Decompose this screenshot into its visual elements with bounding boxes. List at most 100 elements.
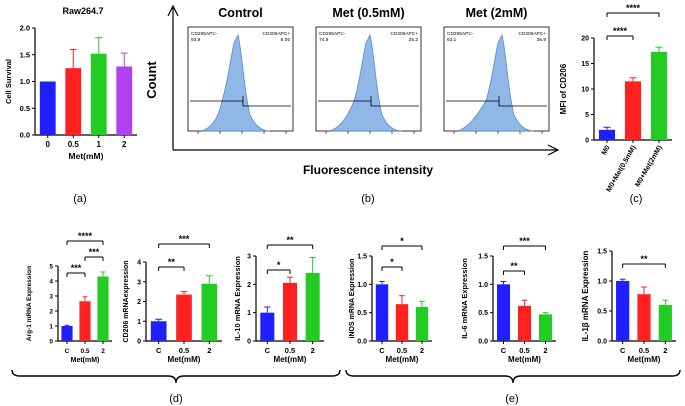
y-tick-label: 10: [581, 87, 589, 94]
histogram-title: Control: [218, 6, 262, 20]
y-tick-label: 4: [49, 279, 53, 286]
gate-pos-value: 36.9: [537, 37, 547, 43]
x-tick-label: 2: [122, 140, 127, 149]
x-tick-label: 0.5: [68, 140, 80, 149]
x-axis-label: Met(mM): [508, 355, 541, 364]
gate-neg-value: 63.1: [447, 37, 457, 43]
sig-label: ****: [626, 3, 641, 13]
x-axis-label: Met(mM): [274, 355, 307, 364]
gate-neg-label: CD206APC-: [191, 31, 218, 37]
gate-pos-value: 25.2: [409, 37, 419, 43]
y-tick-label: 0: [585, 138, 589, 145]
y-tick-label: 1: [137, 319, 141, 326]
x-tick-label: 2: [207, 346, 211, 355]
bar: [624, 81, 642, 140]
y-tick-label: 2: [137, 299, 141, 306]
x-tick-label: 0.5: [80, 348, 89, 355]
x-axis-label: Met(mM): [69, 151, 104, 161]
y-tick-label: 0.0: [478, 339, 488, 346]
gate-neg-value: 74.8: [319, 37, 329, 43]
bar: [496, 284, 511, 341]
bar: [658, 305, 672, 341]
group-brace-d: [11, 369, 341, 384]
bar: [538, 314, 553, 341]
y-axis-label: Arg-1 mRNA Expression: [26, 266, 33, 341]
x-tick-label: 2: [101, 348, 105, 355]
x-tick-label: 0.5: [285, 346, 295, 355]
y-tick-label: 3: [49, 294, 53, 301]
gate-neg-label: CD206APC-: [447, 31, 474, 37]
y-axis-label: MFI of CD206: [559, 63, 568, 114]
y-axis-label: Cell Survival: [4, 59, 13, 104]
x-tick-label: C: [379, 346, 385, 355]
y-axis-label: CD206 mRNAexpression: [123, 260, 130, 342]
y-tick-label: 1.5: [597, 249, 607, 256]
y-tick-label: 0.0: [357, 339, 367, 346]
sig-label: **: [286, 235, 294, 245]
bar: [598, 129, 616, 140]
b-y-arrow: [167, 4, 179, 17]
x-tick-label: 0.5: [179, 346, 189, 355]
x-tick-label: 0.5: [639, 346, 649, 355]
bar: [116, 66, 133, 135]
y-axis-label: iNOS mRNA Expression: [349, 259, 356, 339]
x-tick-label: C: [265, 346, 271, 355]
x-axis-label: Met(mM): [628, 355, 661, 364]
sig-label: **: [510, 261, 518, 271]
bar: [395, 304, 409, 341]
y-tick-label: 0.0: [20, 131, 30, 140]
bar: [61, 326, 73, 341]
y-tick-label: 1.0: [597, 279, 607, 286]
x-tick-label: 0: [46, 140, 51, 149]
bar: [39, 81, 56, 135]
x-tick-label: 2: [311, 346, 315, 355]
x-axis-label: Met(mM): [386, 355, 419, 364]
x-tick-label: M0+Met(2mM): [634, 145, 663, 189]
x-tick-label: 0.5: [397, 346, 407, 355]
x-tick-label: 1: [97, 140, 102, 149]
gate-neg-value: 93.9: [191, 37, 201, 43]
y-tick-label: 0.5: [597, 309, 607, 316]
y-tick-label: 1.0: [357, 282, 367, 289]
y-axis-label: IL-1β mRNA Expression: [581, 250, 590, 341]
y-tick-label: 1.5: [20, 50, 30, 59]
y-tick-label: 20: [581, 36, 589, 43]
sig-label: ****: [78, 231, 93, 241]
bar: [150, 321, 167, 341]
x-tick-label: M0+Met(0.5mM): [606, 145, 638, 194]
y-tick-label: 5: [49, 264, 53, 271]
histogram-curve: [457, 33, 535, 132]
y-tick-label: 15: [581, 61, 589, 68]
gate-pos-label: CD206APC+: [518, 31, 546, 37]
sig-label: *: [390, 257, 394, 267]
y-tick-label: 0.5: [357, 310, 367, 317]
bar: [415, 307, 429, 341]
x-tick-label: M0: [601, 144, 612, 156]
histogram-curve: [201, 33, 271, 132]
bar: [176, 294, 192, 341]
bar: [616, 281, 630, 341]
x-axis-label: Fluorescence intensity: [303, 163, 433, 177]
y-tick-label: 2.0: [20, 24, 30, 33]
x-tick-label: 0.5: [519, 346, 529, 355]
bar: [637, 294, 651, 341]
y-tick-label: 1.5: [478, 254, 488, 261]
y-tick-label: 1.5: [357, 254, 367, 261]
bar: [260, 312, 275, 341]
bar: [201, 283, 218, 341]
y-tick-label: 1: [247, 310, 251, 317]
sig-label: ****: [613, 26, 628, 36]
y-tick-label: 0: [49, 339, 53, 346]
y-axis-label: Count: [144, 61, 159, 99]
x-axis-label: Met(mM): [71, 357, 100, 364]
sig-label: ***: [89, 247, 100, 257]
x-tick-label: C: [501, 346, 507, 355]
bar: [90, 53, 107, 135]
x-tick-label: C: [65, 348, 70, 355]
panel-label: (a): [73, 193, 86, 205]
bar: [97, 276, 109, 341]
y-axis-label: IL-6 mRNA Expression: [460, 258, 469, 339]
panel-label: (b): [361, 193, 374, 205]
bar: [650, 51, 668, 140]
sig-label: ***: [519, 236, 530, 246]
